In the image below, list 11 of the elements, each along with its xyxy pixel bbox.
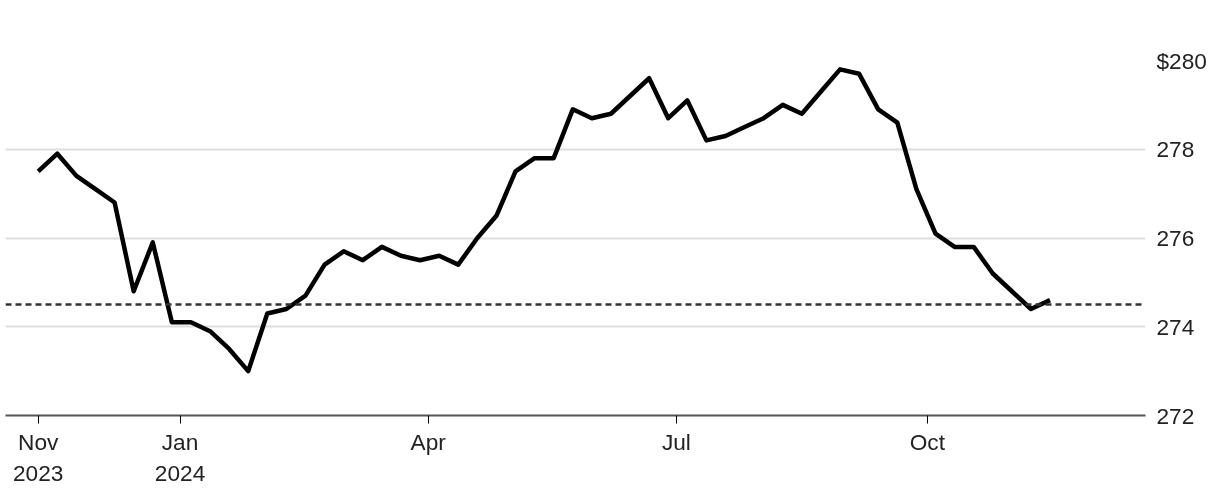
line-series: [35, 67, 1053, 374]
x-tick-label: Oct: [909, 428, 946, 455]
x-tick-label: Jul: [661, 428, 691, 455]
x-tick-label: Nov 2023: [13, 428, 64, 486]
x-tick-label: Jan 2024: [154, 428, 206, 486]
y-tick-label: 274: [1156, 313, 1195, 340]
y-tick-label: 278: [1156, 136, 1195, 163]
y-tick-label: 276: [1156, 225, 1195, 251]
y-tick-label: $280: [1156, 47, 1207, 74]
x-tick-label: Apr: [410, 428, 447, 455]
y-tick-label: 272: [1156, 402, 1195, 429]
